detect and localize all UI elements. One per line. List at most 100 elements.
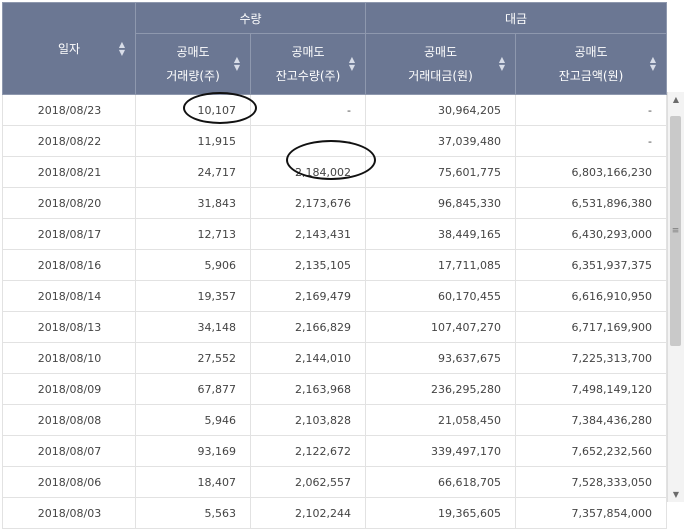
scroll-grip-icon: ≡ [671,226,680,236]
short-volume-cell: 27,552 [135,342,251,374]
sort-updown-icon[interactable]: ▲ ▼ [498,55,505,72]
date-cell: 2018/08/23 [2,94,136,126]
header-line-2: 잔고수량(주) [275,69,341,83]
table-row[interactable]: 2018/08/07 93,169 2,122,672 339,497,170 7,65… [2,435,667,467]
short-volume-column-header[interactable]: 공매도 거래량(주) ▲ ▼ [135,33,251,95]
table-row[interactable]: 2018/08/17 12,713 2,143,431 38,449,165 6,430… [2,218,667,250]
date-cell: 2018/08/22 [2,125,136,157]
table-row[interactable]: 2018/08/14 19,357 2,169,479 60,170,455 6,616… [2,280,667,312]
short-balance-amount-cell: 6,616,910,950 [515,280,667,312]
sort-updown-icon[interactable]: ▲ ▼ [233,55,240,72]
sort-updown-icon[interactable]: ▲ ▼ [348,55,355,72]
short-volume-cell: 34,148 [135,311,251,343]
header-line-2: 거래량(주) [166,69,220,83]
short-trade-amount-cell: 17,711,085 [365,249,516,281]
short-balance-qty-cell: 2,103,828 [250,404,366,436]
short-balance-amount-cell: 6,430,293,000 [515,218,667,250]
short-trade-amount-cell: 236,295,280 [365,373,516,405]
short-trade-amount-cell: 38,449,165 [365,218,516,250]
short-volume-cell: 11,915 [135,125,251,157]
table-row[interactable]: 2018/08/03 5,563 2,102,244 19,365,605 7,357,… [2,497,667,529]
table-row[interactable]: 2018/08/08 5,946 2,103,828 21,058,450 7,384,… [2,404,667,436]
short-trade-amount-cell: 60,170,455 [365,280,516,312]
short-balance-amount-cell: 7,528,333,050 [515,466,667,498]
short-balance-qty-cell: 2,102,244 [250,497,366,529]
short-balance-qty-cell: 2,169,479 [250,280,366,312]
short-balance-qty-cell: 2,143,431 [250,218,366,250]
table-row[interactable]: 2018/08/21 24,717 2,184,002 75,601,775 6,803… [2,156,667,188]
short-balance-qty-cell: 2,163,968 [250,373,366,405]
sort-updown-icon[interactable]: ▲ ▼ [649,55,656,72]
date-cell: 2018/08/08 [2,404,136,436]
scroll-thumb[interactable]: ≡ [670,116,681,346]
short-volume-cell: 12,713 [135,218,251,250]
short-balance-qty-cell: 2,166,829 [250,311,366,343]
header-line-1: 공매도 [574,45,608,59]
short-balance-amount-cell: 7,652,232,560 [515,435,667,467]
short-balance-amount-cell: 7,498,149,120 [515,373,667,405]
table-row[interactable]: 2018/08/16 5,906 2,135,105 17,711,085 6,351,… [2,249,667,281]
short-balance-amount-cell: 7,225,313,700 [515,342,667,374]
header-line-2: 잔고금액(원) [558,69,624,83]
date-header-label: 일자 [57,42,81,56]
short-balance-amount-cell: 6,351,937,375 [515,249,667,281]
header-line-2: 거래대금(원) [408,69,473,83]
date-cell: 2018/08/07 [2,435,136,467]
short-volume-cell: 18,407 [135,466,251,498]
short-trade-amount-cell: 66,618,705 [365,466,516,498]
hand-drawn-circle-annotation [183,92,257,124]
date-cell: 2018/08/06 [2,466,136,498]
table-row[interactable]: 2018/08/13 34,148 2,166,829 107,407,270 6,71… [2,311,667,343]
short-balance-amount-cell: - [515,94,667,126]
short-balance-amount-cell: - [515,125,667,157]
short-trade-amount-cell: 21,058,450 [365,404,516,436]
short-balance-qty-cell: 2,062,557 [250,466,366,498]
short-trade-amount-cell: 30,964,205 [365,94,516,126]
short-trade-amount-cell: 75,601,775 [365,156,516,188]
short-balance-amount-cell: 6,531,896,380 [515,187,667,219]
table-row[interactable]: 2018/08/06 18,407 2,062,557 66,618,705 7,528… [2,466,667,498]
short-balance-amount-cell: 6,803,166,230 [515,156,667,188]
short-balance-amount-column-header[interactable]: 공매도 잔고금액(원) ▲ ▼ [515,33,667,95]
table-row[interactable]: 2018/08/23 10,107-30,964,205- [2,94,667,126]
short-balance-qty-cell: 2,122,672 [250,435,366,467]
volume-group-header: 수량 [135,2,366,34]
short-trade-amount-cell: 107,407,270 [365,311,516,343]
short-selling-table: 일자 ▲ ▼ 수량 대금 공매도 거래량(주) ▲ ▼ 공매도 잔고수량(주) ▲ ▼ [2,2,667,529]
short-balance-qty-cell: 2,173,676 [250,187,366,219]
short-balance-qty-column-header[interactable]: 공매도 잔고수량(주) ▲ ▼ [250,33,366,95]
header-line-1: 공매도 [423,45,458,59]
sort-updown-icon[interactable]: ▲ ▼ [118,39,125,57]
short-balance-qty-cell: 2,135,105 [250,249,366,281]
date-cell: 2018/08/20 [2,187,136,219]
short-volume-cell: 93,169 [135,435,251,467]
table-row[interactable]: 2018/08/20 31,843 2,173,676 96,845,330 6,531… [2,187,667,219]
short-trade-amount-cell: 19,365,605 [365,497,516,529]
short-volume-cell: 5,906 [135,249,251,281]
date-cell: 2018/08/17 [2,218,136,250]
date-cell: 2018/08/03 [2,497,136,529]
header-line-1: 공매도 [291,45,325,59]
short-volume-cell: 5,946 [135,404,251,436]
arrow-down-icon[interactable]: ▼ [672,490,680,499]
table-body: 2018/08/23 10,107-30,964,205-2018/08/22 11… [2,94,667,529]
short-trade-amount-cell: 93,637,675 [365,342,516,374]
short-trade-amount-cell: 96,845,330 [365,187,516,219]
short-balance-amount-cell: 6,717,169,900 [515,311,667,343]
short-trade-amount-column-header[interactable]: 공매도 거래대금(원) ▲ ▼ [365,33,516,95]
table-row[interactable]: 2018/08/10 27,552 2,144,010 93,637,675 7,225… [2,342,667,374]
arrow-up-icon[interactable]: ▲ [672,95,680,104]
amount-group-header: 대금 [365,2,667,34]
short-balance-amount-cell: 7,357,854,000 [515,497,667,529]
vertical-scrollbar[interactable]: ▲ ≡ ▼ [667,92,684,502]
short-balance-qty-cell: - [250,94,366,126]
date-cell: 2018/08/09 [2,373,136,405]
date-cell: 2018/08/16 [2,249,136,281]
short-volume-cell: 31,843 [135,187,251,219]
short-trade-amount-cell: 339,497,170 [365,435,516,467]
date-column-header[interactable]: 일자 ▲ ▼ [2,2,136,95]
date-cell: 2018/08/10 [2,342,136,374]
table-row[interactable]: 2018/08/09 67,877 2,163,968 236,295,280 7,49… [2,373,667,405]
date-cell: 2018/08/13 [2,311,136,343]
